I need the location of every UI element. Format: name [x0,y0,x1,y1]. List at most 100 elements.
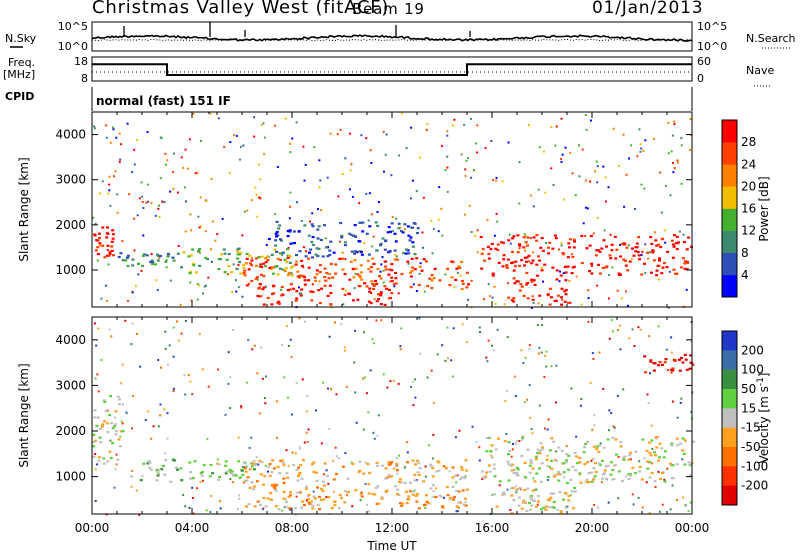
velocity-band-cell [338,493,342,497]
velocity-band-cell [434,495,438,499]
power-band-cell [289,242,293,245]
power-noise-cell [280,289,283,291]
power-band-cell [236,248,240,251]
power-band-cell [105,232,109,235]
power-noise-cell [351,195,354,198]
velocity-band-cell [98,436,102,439]
power-band-cell [101,226,105,229]
power-band-cell [264,261,268,264]
velocity-noise-cell [506,389,509,392]
velocity-band-cell [586,461,589,464]
velocity-band-cell [250,481,254,484]
velocity-noise-cell [351,505,354,508]
velocity-noise-cell [295,381,298,384]
velocity-band-cell [507,453,510,456]
velocity-noise-cell [136,333,138,335]
velocity-band-cell [649,360,653,363]
power-noise-cell [147,200,150,203]
velocity-band-cell [93,416,97,419]
velocity-band-cell [380,464,384,467]
power-band-cell [389,230,392,233]
velocity-band-cell [451,498,455,501]
velocity-band-cell [528,471,532,474]
power-band-cell [535,239,539,242]
velocity-band-cell [551,506,555,509]
velocity-noise-cell [130,485,133,488]
power-band-cell [479,235,483,239]
power-noise-cell [276,166,279,168]
power-band-cell [523,256,527,259]
power-band-cell [349,233,353,236]
velocity-noise-cell [166,437,169,440]
velocity-noise-cell [207,385,210,388]
power-band-cell [316,237,320,240]
velocity-noise-cell [196,487,198,490]
power-band-cell [487,252,491,256]
velocity-noise-cell [546,428,549,431]
power-noise-cell [259,178,262,181]
velocity-band-cell [573,451,577,454]
velocity-noise-cell [461,323,464,326]
power-noise-cell [379,270,382,273]
power-noise-cell [118,160,121,163]
power-band-cell [154,263,157,266]
velocity-band-cell [495,505,499,508]
velocity-noise-cell [597,506,599,509]
power-band-cell [106,226,109,229]
power-band-cell [683,240,686,244]
power-noise-cell [611,266,614,269]
power-band-cell [326,294,330,297]
velocity-band-cell [582,451,586,454]
velocity-noise-cell [591,428,594,431]
velocity-band-cell [660,363,664,366]
velocity-noise-cell [312,490,315,493]
velocity-band-cell [681,437,685,440]
velocity-noise-cell [486,360,489,363]
velocity-noise-cell [657,470,660,473]
velocity-noise-cell [414,396,417,399]
power-band-cell [683,262,687,265]
velocity-band-cell [648,441,652,444]
power-band-cell [404,248,408,251]
velocity-band-cell [629,474,632,477]
power-noise-cell [358,202,361,205]
velocity-band-cell [489,450,493,453]
velocity-band-cell [483,476,487,480]
power-noise-cell [667,121,670,124]
velocity-band-cell [307,501,311,504]
velocity-band-cell [327,496,331,499]
velocity-band-cell [529,508,532,511]
velocity-band-cell [663,480,667,483]
velocity-band-cell [332,478,336,481]
power-band-cell [313,276,317,279]
velocity-band-cell [514,442,518,445]
velocity-noise-cell [607,501,610,504]
power-noise-cell [667,306,670,309]
power-noise-cell [494,302,497,305]
velocity-noise-cell [671,400,674,403]
velocity-noise-cell [238,497,241,500]
power-band-cell [511,237,515,240]
velocity-band-cell [451,476,455,479]
power-band-cell [497,261,501,264]
velocity-noise-cell [290,413,293,416]
power-noise-cell [660,211,663,214]
power-band-cell [360,278,364,281]
power-band-cell [230,270,234,274]
velocity-band-cell [301,459,305,462]
power-band-cell [286,256,290,259]
velocity-noise-cell [651,462,653,465]
velocity-noise-cell [108,328,111,331]
velocity-band-cell [492,493,496,496]
power-noise-cell [134,285,137,288]
velocity-band-cell [431,475,435,478]
velocity-band-cell [621,479,624,483]
power-noise-cell [403,228,406,231]
power-band-cell [239,251,243,254]
velocity-band-cell [514,489,518,492]
power-noise-cell [318,159,321,162]
velocity-band-cell [652,369,656,372]
power-band-cell [266,259,270,262]
power-band-cell [317,247,321,250]
power-noise-cell [451,124,454,127]
